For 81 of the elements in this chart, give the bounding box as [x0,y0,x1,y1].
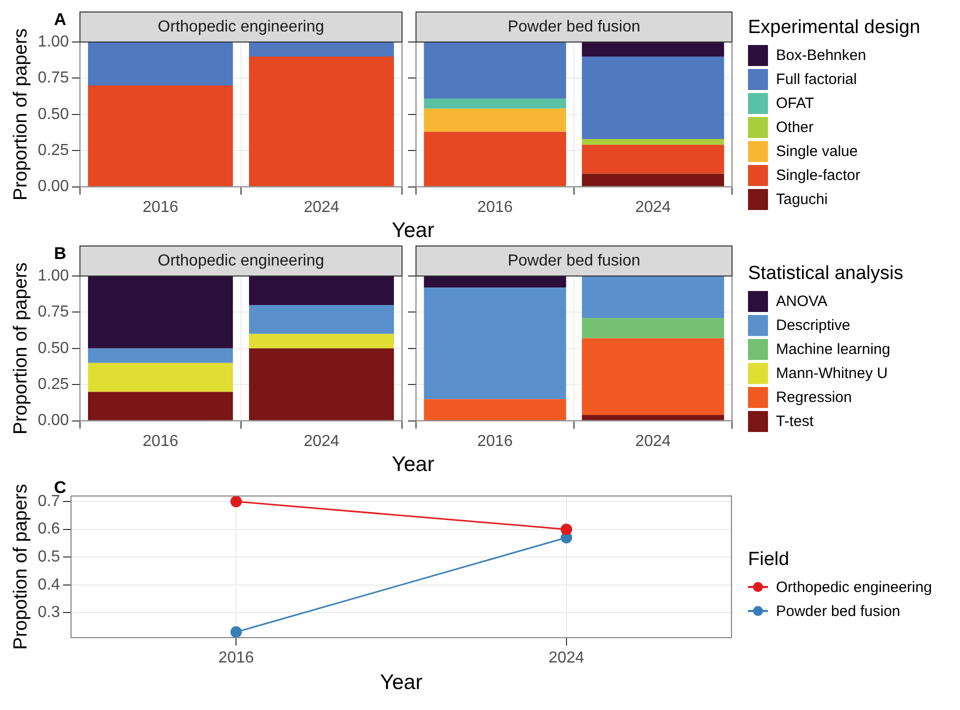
bar [582,42,724,56]
x-tick-label: 2016 [142,432,178,450]
y-tick-label: 0.3 [38,604,60,622]
bar [582,174,724,186]
x-tick-label: 2024 [304,432,340,450]
text: B [54,244,66,264]
y-tick-label: 0.25 [38,142,70,160]
legend-label: Taguchi [776,190,828,208]
x-tick-label: 2024 [548,650,584,667]
chart-title: Powder bed fusion [508,18,640,36]
x-axis-title: Year [390,453,436,476]
y-tick-label: 0.00 [38,178,70,196]
bar [249,348,394,420]
bar [249,334,394,348]
x-tick-label: 2016 [477,432,513,450]
bar [88,85,233,186]
bar [88,348,233,363]
bar [88,392,233,420]
legend-title: Field [748,549,790,571]
bar [582,318,724,338]
legend-label: Regression [776,388,852,406]
chart-title: Powder bed fusion [508,252,640,270]
y-tick-label: 0.00 [38,412,70,430]
legend-title: Experimental design [748,17,922,39]
chart-title: Orthopedic engineering [158,252,324,270]
x-axis-title: Year [390,219,436,242]
legend-label: Orthopedic engineering [776,578,932,596]
y-axis-title: Propotion of papers [10,484,32,650]
y-tick-label: 0.7 [38,492,60,510]
x-tick-label: 2016 [477,198,513,216]
bar [88,362,233,392]
legend-label: Single value [776,142,858,160]
y-tick-label: 1.00 [38,33,70,50]
y-tick-label: 0.4 [38,576,60,594]
text: A [54,10,66,30]
bar [424,132,566,186]
bar [582,56,724,140]
bar [249,56,394,186]
legend-title: Statistical analysis [748,263,904,285]
legend-label: Mann-Whitney U [776,364,888,382]
legend-label: Single-factor [776,166,860,184]
legend-label: OFAT [776,94,814,112]
y-tick-label: 0.6 [38,520,60,538]
y-tick-label: 0.5 [38,548,60,566]
x-tick-label: 2024 [635,432,671,450]
legend-label: Full factorial [776,70,857,88]
y-tick-label: 1.00 [38,267,70,284]
bar [424,399,566,420]
bar [424,276,566,288]
point [560,524,572,536]
legend-label: Descriptive [776,316,850,334]
bar [249,304,394,334]
bar [424,108,566,132]
x-tick-label: 2024 [304,198,340,216]
x-tick-label: 2024 [635,198,671,216]
legend-label: Other [776,118,814,136]
y-tick-label: 0.50 [38,340,70,357]
legend-label: Powder bed fusion [776,602,900,620]
bar [582,415,724,420]
legend-label: Machine learning [776,340,890,358]
point [230,626,242,638]
y-tick-label: 0.75 [38,70,70,87]
x-tick-label: 2016 [218,650,254,667]
bar [424,288,566,400]
legend-label: T-test [776,412,814,430]
bar [582,144,724,174]
y-tick-label: 0.75 [38,304,70,321]
x-axis-title: Year [380,671,422,694]
bar [424,98,566,109]
y-tick-label: 0.25 [38,376,70,394]
chart-title: Orthopedic engineering [158,18,324,36]
y-tick-label: 0.50 [38,106,70,123]
y-axis-title: Proportion of papers [10,262,32,434]
x-tick-label: 2016 [142,198,178,216]
legend-label: ANOVA [776,292,828,310]
bar [582,139,724,145]
point [230,496,242,508]
bar [249,42,394,56]
bar [582,338,724,416]
legend-label: Box-Behnken [776,46,866,64]
y-axis-title: Proportion of papers [10,28,32,200]
